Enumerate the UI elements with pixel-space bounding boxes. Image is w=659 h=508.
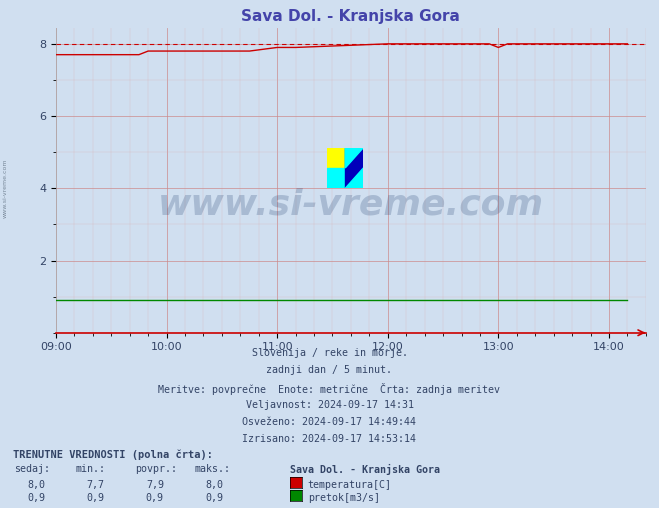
Text: 0,9: 0,9 (86, 493, 105, 503)
Text: 7,7: 7,7 (86, 480, 105, 490)
Text: www.si-vreme.com: www.si-vreme.com (3, 158, 8, 218)
Bar (345, 148, 363, 188)
Text: 0,9: 0,9 (146, 493, 164, 503)
Text: Slovenija / reke in morje.: Slovenija / reke in morje. (252, 348, 407, 358)
Text: TRENUTNE VREDNOSTI (polna črta):: TRENUTNE VREDNOSTI (polna črta): (13, 450, 213, 460)
Bar (327, 168, 345, 188)
Polygon shape (345, 148, 363, 168)
Bar (327, 148, 345, 168)
Text: Veljavnost: 2024-09-17 14:31: Veljavnost: 2024-09-17 14:31 (246, 400, 413, 410)
Text: sedaj:: sedaj: (14, 464, 51, 474)
Text: maks.:: maks.: (194, 464, 231, 474)
Text: povpr.:: povpr.: (135, 464, 177, 474)
Text: Izrisano: 2024-09-17 14:53:14: Izrisano: 2024-09-17 14:53:14 (243, 434, 416, 444)
Text: min.:: min.: (76, 464, 106, 474)
Text: 7,9: 7,9 (146, 480, 164, 490)
Text: pretok[m3/s]: pretok[m3/s] (308, 493, 380, 503)
Text: www.si-vreme.com: www.si-vreme.com (158, 188, 544, 221)
Text: Sava Dol. - Kranjska Gora: Sava Dol. - Kranjska Gora (290, 464, 440, 475)
Text: zadnji dan / 5 minut.: zadnji dan / 5 minut. (266, 365, 393, 375)
Text: 0,9: 0,9 (205, 493, 223, 503)
Text: 8,0: 8,0 (205, 480, 223, 490)
Text: temperatura[C]: temperatura[C] (308, 480, 391, 490)
Text: 0,9: 0,9 (27, 493, 45, 503)
Title: Sava Dol. - Kranjska Gora: Sava Dol. - Kranjska Gora (241, 9, 461, 24)
Text: Meritve: povprečne  Enote: metrične  Črta: zadnja meritev: Meritve: povprečne Enote: metrične Črta:… (159, 383, 500, 395)
Polygon shape (345, 168, 363, 188)
Text: Osveženo: 2024-09-17 14:49:44: Osveženo: 2024-09-17 14:49:44 (243, 417, 416, 427)
Text: 8,0: 8,0 (27, 480, 45, 490)
